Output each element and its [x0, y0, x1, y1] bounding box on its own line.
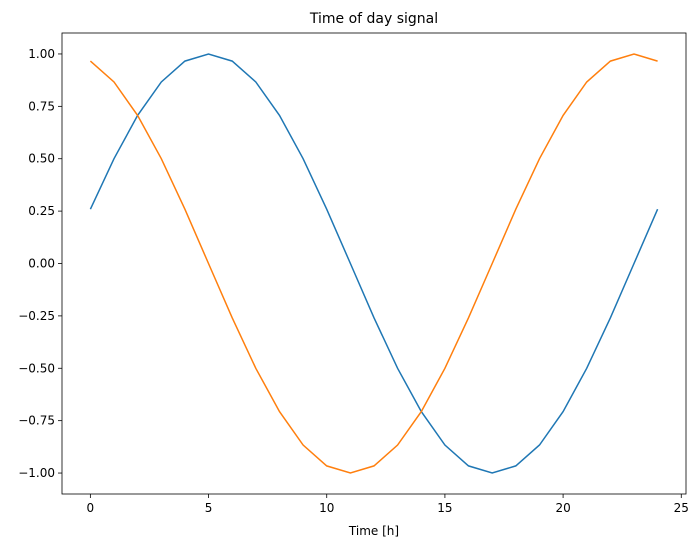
- x-tick-label: 15: [437, 501, 452, 515]
- y-tick-label: −0.75: [18, 414, 55, 428]
- series-line-1: [89, 53, 658, 474]
- x-axis-label: Time [h]: [348, 524, 399, 538]
- x-tick-label: 0: [87, 501, 95, 515]
- y-tick-label: −1.00: [18, 466, 55, 480]
- series-lines: [89, 53, 659, 474]
- y-tick-label: 0.75: [28, 99, 55, 113]
- y-tick-label: −0.50: [18, 361, 55, 375]
- x-tick-label: 20: [555, 501, 570, 515]
- series-line-0: [89, 53, 659, 474]
- x-tick-label: 5: [205, 501, 213, 515]
- x-tick-label: 25: [674, 501, 689, 515]
- x-tick-label: 10: [319, 501, 334, 515]
- axes: 0 5 10 15 20 25 1.00 0.75 0.50 0.25 0.00 −0.25 −0.50…: [18, 32, 689, 515]
- y-tick-label: 0.25: [28, 204, 55, 218]
- plot-frame: [61, 32, 687, 495]
- chart-title: Time of day signal: [309, 11, 438, 27]
- y-tick-label: 1.00: [28, 47, 55, 61]
- y-tick-label: 0.50: [28, 152, 55, 166]
- y-tick-label: 0.00: [28, 257, 55, 271]
- y-tick-label: −0.25: [18, 309, 55, 323]
